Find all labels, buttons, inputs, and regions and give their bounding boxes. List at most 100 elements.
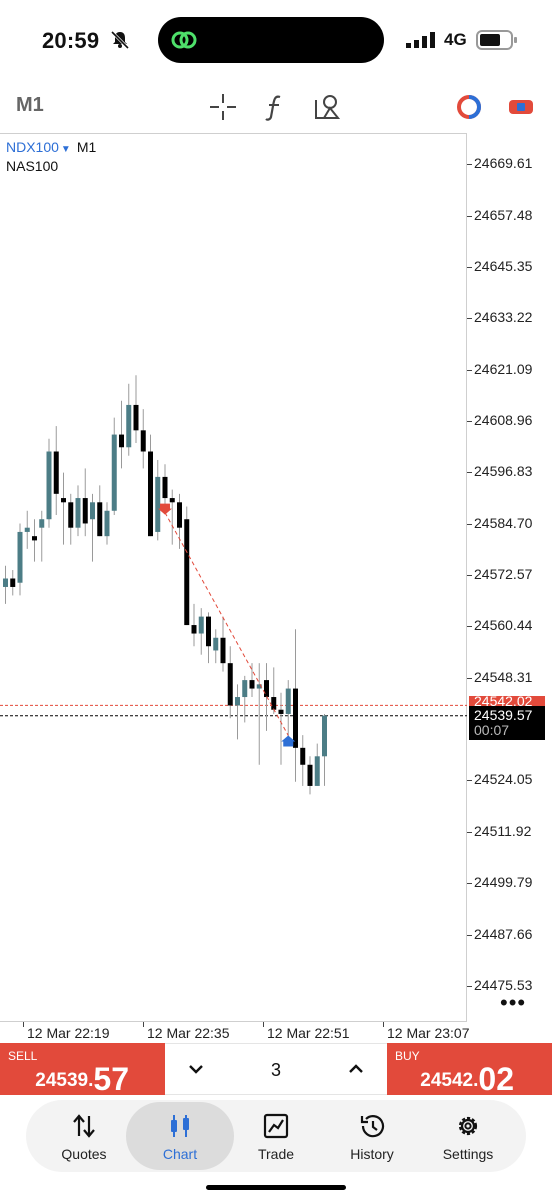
candle-bear [293,688,298,748]
candle-bear [271,697,277,710]
candle-bull [17,531,23,583]
candle-bear [264,680,269,698]
indicators-icon[interactable] [260,92,290,122]
bottom-tab-bar: Quotes Chart Trade History Sett [26,1100,526,1172]
buy-button[interactable]: BUY 24542.02 [387,1043,552,1097]
lot-stepper: 3 [165,1043,387,1095]
price-tick [467,626,472,628]
candle-bull [126,404,132,448]
candle-bear [177,502,182,528]
sell-price: 24539.57 [35,1057,129,1097]
home-indicator [206,1185,346,1190]
price-tick-label: 24511.92 [474,822,532,839]
bar-countdown: 00:07 [474,721,510,738]
candle-bear [184,519,190,626]
price-tick [467,831,472,833]
time-tick [23,1022,24,1027]
symbol-dropdown-icon[interactable]: ▼ [60,144,71,155]
bid-price-tag: 24539.57 00:07 [469,705,545,740]
price-tick-label: 24524.05 [474,771,533,788]
trade-connector-line [164,512,289,736]
tab-settings[interactable]: Settings [420,1100,516,1172]
ask-price-label: 24542.02 [474,696,533,709]
candle-bull [111,434,117,511]
lot-value[interactable]: 3 [270,1060,281,1080]
price-tick [467,266,472,268]
candle-bear [249,680,255,689]
chevron-up-icon[interactable] [345,1058,367,1080]
candle-bull [198,616,204,634]
chevron-down-icon[interactable] [185,1058,207,1080]
price-tick [467,575,472,577]
chart-icon [171,1115,189,1137]
symbol-description: NAS100 [6,158,59,174]
tab-history-label: History [350,1146,394,1162]
price-tick-label: 24657.48 [474,206,533,223]
price-tick-label: 24633.22 [474,309,533,326]
buy-price-big: 02 [478,1061,514,1097]
price-tick [467,164,472,166]
time-tick [143,1022,144,1027]
price-tick-label: 24584.70 [474,514,533,531]
price-tick [467,883,472,885]
objects-icon[interactable] [312,92,342,122]
price-tick-label: 24499.79 [474,874,533,891]
candle-bull [24,527,30,532]
price-tick-label: 24608.96 [474,412,533,429]
candle-bull [39,519,45,528]
sell-price-big: 57 [93,1061,129,1097]
candle-bear [97,502,103,537]
symbol-name[interactable]: NDX100 [6,139,59,155]
candle-bear [119,434,124,448]
candle-bull [3,578,8,587]
candlestick-plot[interactable] [0,134,467,1023]
quotes-icon [73,1114,95,1138]
candle-bull [75,498,81,528]
one-click-trading-icon[interactable] [454,92,484,122]
timeframe-selector[interactable]: M1 [16,94,44,116]
price-tick [467,677,472,679]
sell-button[interactable]: SELL 24539.57 [0,1043,165,1097]
price-tick [467,523,472,525]
tab-chart[interactable]: Chart [126,1100,234,1172]
price-tick [467,318,472,320]
price-tick [467,985,472,987]
trade-panel-icon[interactable] [506,92,536,122]
candle-bear [206,616,211,647]
status-time: 20:59 [42,28,100,53]
dynamic-island [158,17,384,63]
trade-bar: SELL 24539.57 3 BUY 24542.02 [0,1043,552,1097]
buy-price-main: 24542. [420,1070,479,1091]
symbol-header: NDX100 ▼ M1 [6,139,96,155]
tab-trade-label: Trade [257,1146,295,1162]
candle-bear [140,430,146,452]
crosshair-icon[interactable] [208,92,238,122]
candle-bear [220,637,226,664]
status-bar: 20:59 4G [0,0,552,82]
candle-bear [10,578,16,587]
tab-chart-label: Chart [162,1146,198,1162]
tab-quotes[interactable]: Quotes [36,1100,132,1172]
more-options-icon[interactable]: ••• [500,990,527,1015]
candle-bull [235,697,240,706]
candle-bear [278,709,284,714]
tab-history[interactable]: History [324,1100,420,1172]
candle-bull [155,476,161,532]
history-icon [360,1115,385,1138]
price-tick [467,472,472,474]
battery-icon [476,30,517,50]
tab-settings-label: Settings [442,1146,494,1162]
price-tick-label: 24572.57 [474,566,533,583]
candle-bear [191,625,197,634]
tab-trade[interactable]: Trade [228,1100,324,1172]
candle-bull [314,756,320,786]
buy-marker-arrow [281,735,296,747]
tab-quotes-label: Quotes [61,1146,107,1162]
time-tick [383,1022,384,1027]
price-tick-label: 24621.09 [474,360,533,377]
candle-bear [82,498,88,524]
chart-area[interactable]: NDX100 ▼ M1 NAS100 [0,133,467,1022]
price-tick-label: 24548.31 [474,668,533,685]
sell-caption: SELL [8,1049,38,1063]
candle-bear [227,663,233,706]
